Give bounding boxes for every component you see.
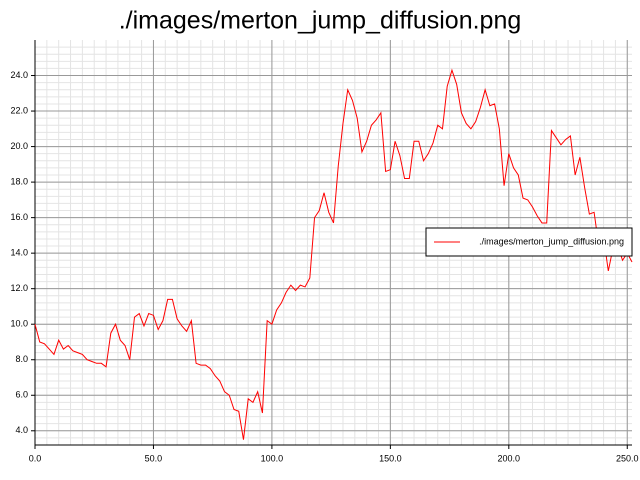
x-tick-label: 250.0 — [616, 453, 639, 463]
y-tick-label: 24.0 — [10, 70, 28, 80]
y-tick-label: 18.0 — [10, 176, 28, 186]
legend-box — [425, 227, 633, 257]
y-tick-label: 22.0 — [10, 105, 28, 115]
chart-title: ./images/merton_jump_diffusion.png — [119, 7, 522, 35]
x-tick-label: 100.0 — [261, 453, 284, 463]
legend: ./images/merton_jump_diffusion.png — [425, 227, 633, 257]
y-tick-label: 16.0 — [10, 212, 28, 222]
x-tick-label: 150.0 — [379, 453, 402, 463]
x-tick-label: 200.0 — [498, 453, 521, 463]
y-tick-label: 6.0 — [15, 390, 28, 400]
y-tick-label: 14.0 — [10, 248, 28, 258]
y-tick-label: 12.0 — [10, 283, 28, 293]
legend-label: ./images/merton_jump_diffusion.png — [479, 236, 624, 246]
y-tick-label: 20.0 — [10, 141, 28, 151]
x-tick-label: 0.0 — [29, 453, 42, 463]
y-tick-label: 10.0 — [10, 319, 28, 329]
y-tick-label: 4.0 — [15, 425, 28, 435]
line — [34, 68, 633, 440]
y-tick-label: 8.0 — [15, 354, 28, 364]
x-tick-label: 50.0 — [145, 453, 163, 463]
